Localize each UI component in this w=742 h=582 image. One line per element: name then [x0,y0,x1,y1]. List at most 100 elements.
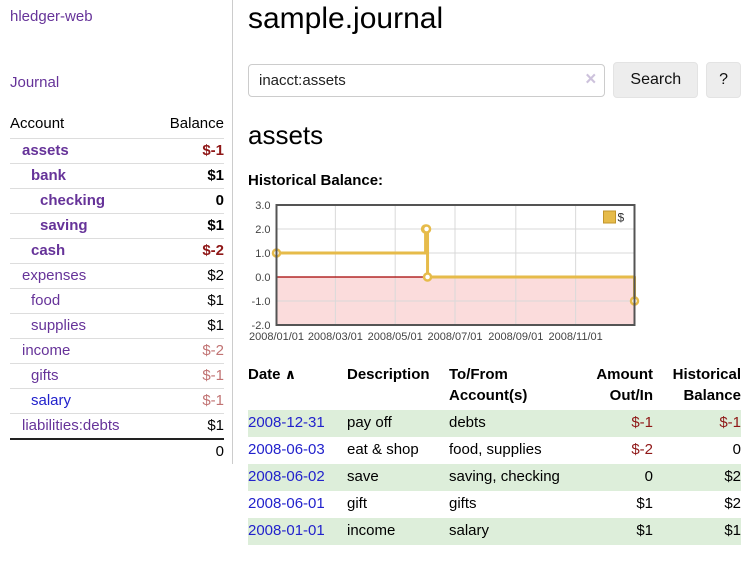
header-amount-line2: Out/In [609,387,653,404]
date-link[interactable]: 2008-06-01 [248,495,325,512]
account-link-bank[interactable]: bank [31,167,67,184]
accounts-cell: debts [449,410,561,437]
amount-cell: $1 [636,495,653,512]
svg-text:0.0: 0.0 [255,272,270,284]
balance-cell: $1 [653,518,741,545]
account-balance: $2 [153,263,224,289]
table-row: 2008-06-01 gift gifts $1 $2 [248,491,741,518]
account-row: expenses $2 [10,263,224,289]
account-link-supplies[interactable]: supplies [31,317,87,334]
account-link-assets[interactable]: assets [22,142,69,159]
header-description: Description [347,366,430,383]
balance-cell: $2 [653,464,741,491]
sidebar-item-journal[interactable]: Journal [10,74,60,91]
page-title: sample.journal [248,2,444,35]
main-content: sample.journal × Search ? assets Histori… [233,0,741,545]
account-link-checking[interactable]: checking [40,192,106,209]
historical-balance-chart[interactable]: $3.0 2.0 1.0 0.0 -1.0 -2.0 2008/01/01 2008/03/0… [248,198,741,348]
accounts-header-account: Account [10,115,65,132]
account-heading: assets [248,120,324,150]
table-row: 2008-12-31 pay off debts $-1 $-1 [248,410,741,437]
sidebar: hledger-web Journal Account Balance asse… [0,0,233,464]
clear-search-icon[interactable]: × [585,68,597,90]
register-table: Date ∧ Description To/From Account(s) Am… [248,362,741,545]
header-tofrom: To/From Account(s) [449,362,561,410]
header-balance-line2: Balance [683,387,741,404]
account-balance: $1 [153,413,224,439]
account-row: checking 0 [10,188,224,214]
header-amount-line1: Amount [596,366,653,383]
account-link-liabilities-debts[interactable]: liabilities:debts [22,417,120,434]
account-link-gifts[interactable]: gifts [31,367,59,384]
balance-cell: $-1 [653,410,741,437]
register-header-row: Date ∧ Description To/From Account(s) Am… [248,362,741,410]
account-balance: $-1 [153,363,224,389]
help-button[interactable]: ? [706,62,741,98]
description-cell: gift [347,495,368,512]
account-link-saving[interactable]: saving [40,217,88,234]
brand-link[interactable]: hledger-web [10,8,93,25]
svg-text:$: $ [618,211,625,225]
accounts-cell: food, supplies [449,441,542,458]
svg-text:2008/01/01: 2008/01/01 [249,331,304,343]
date-link[interactable]: 2008-06-03 [248,441,325,458]
account-link-income[interactable]: income [22,342,71,359]
svg-text:-1.0: -1.0 [252,296,271,308]
account-link-cash[interactable]: cash [31,242,66,259]
account-row: salary $-1 [10,388,224,414]
svg-text:2008/09/01: 2008/09/01 [488,331,543,343]
search-input[interactable] [248,63,606,97]
sort-asc-icon: ∧ [284,366,297,382]
search-form: × Search ? [248,62,741,98]
date-link[interactable]: 2008-12-31 [248,414,325,431]
accounts-header-balance: Balance [169,115,224,132]
amount-cell: $-1 [561,410,653,437]
account-row: assets $-1 [10,138,224,164]
header-amount: Amount Out/In [561,362,653,410]
header-date[interactable]: Date ∧ [248,362,347,410]
table-row: 2008-01-01 income salary $1 $1 [248,518,741,545]
svg-text:2008/07/01: 2008/07/01 [427,331,482,343]
header-tofrom-line1: To/From [449,366,508,383]
account-row: liabilities:debts $1 [10,413,224,439]
account-row: bank $1 [10,163,224,189]
accounts-total-row: 0 [10,438,224,464]
header-balance: Historical Balance [653,362,741,410]
description-cell: income [347,518,449,545]
account-row: saving $1 [10,213,224,239]
search-button[interactable]: Search [613,62,699,98]
svg-text:2008/05/01: 2008/05/01 [368,331,423,343]
account-balance: $1 [153,288,224,314]
date-link[interactable]: 2008-01-01 [248,522,325,539]
account-balance: $1 [153,213,224,239]
date-link[interactable]: 2008-06-02 [248,468,325,485]
amount-cell: $1 [561,518,653,545]
account-link-food[interactable]: food [31,292,61,309]
svg-text:2008/03/01: 2008/03/01 [308,331,363,343]
svg-text:-2.0: -2.0 [252,320,271,332]
account-balance: $-2 [153,238,224,264]
description-cell: save [347,464,449,491]
search-input-wrap: × [248,63,606,97]
amount-cell: 0 [561,464,653,491]
header-date-label: Date [248,366,281,383]
accounts-cell: salary [449,518,561,545]
account-row: supplies $1 [10,313,224,339]
accounts-cell: saving, checking [449,464,561,491]
svg-text:2008/11/01: 2008/11/01 [549,331,603,343]
account-link-expenses[interactable]: expenses [22,267,87,284]
account-balance: $-1 [153,388,224,414]
description-cell: pay off [347,410,449,437]
account-link-salary[interactable]: salary [31,392,72,409]
account-balance: $-1 [153,138,224,164]
balance-cell: $2 [724,495,741,512]
header-balance-line1: Historical [672,366,741,383]
account-balance: $-2 [153,338,224,364]
table-row: 2008-06-03 eat & shop food, supplies $-2… [248,437,741,464]
svg-text:1.0: 1.0 [255,248,270,260]
account-row: food $1 [10,288,224,314]
chart-title: Historical Balance: [248,172,384,189]
accounts-total: 0 [153,438,224,464]
accounts-cell: gifts [449,495,477,512]
